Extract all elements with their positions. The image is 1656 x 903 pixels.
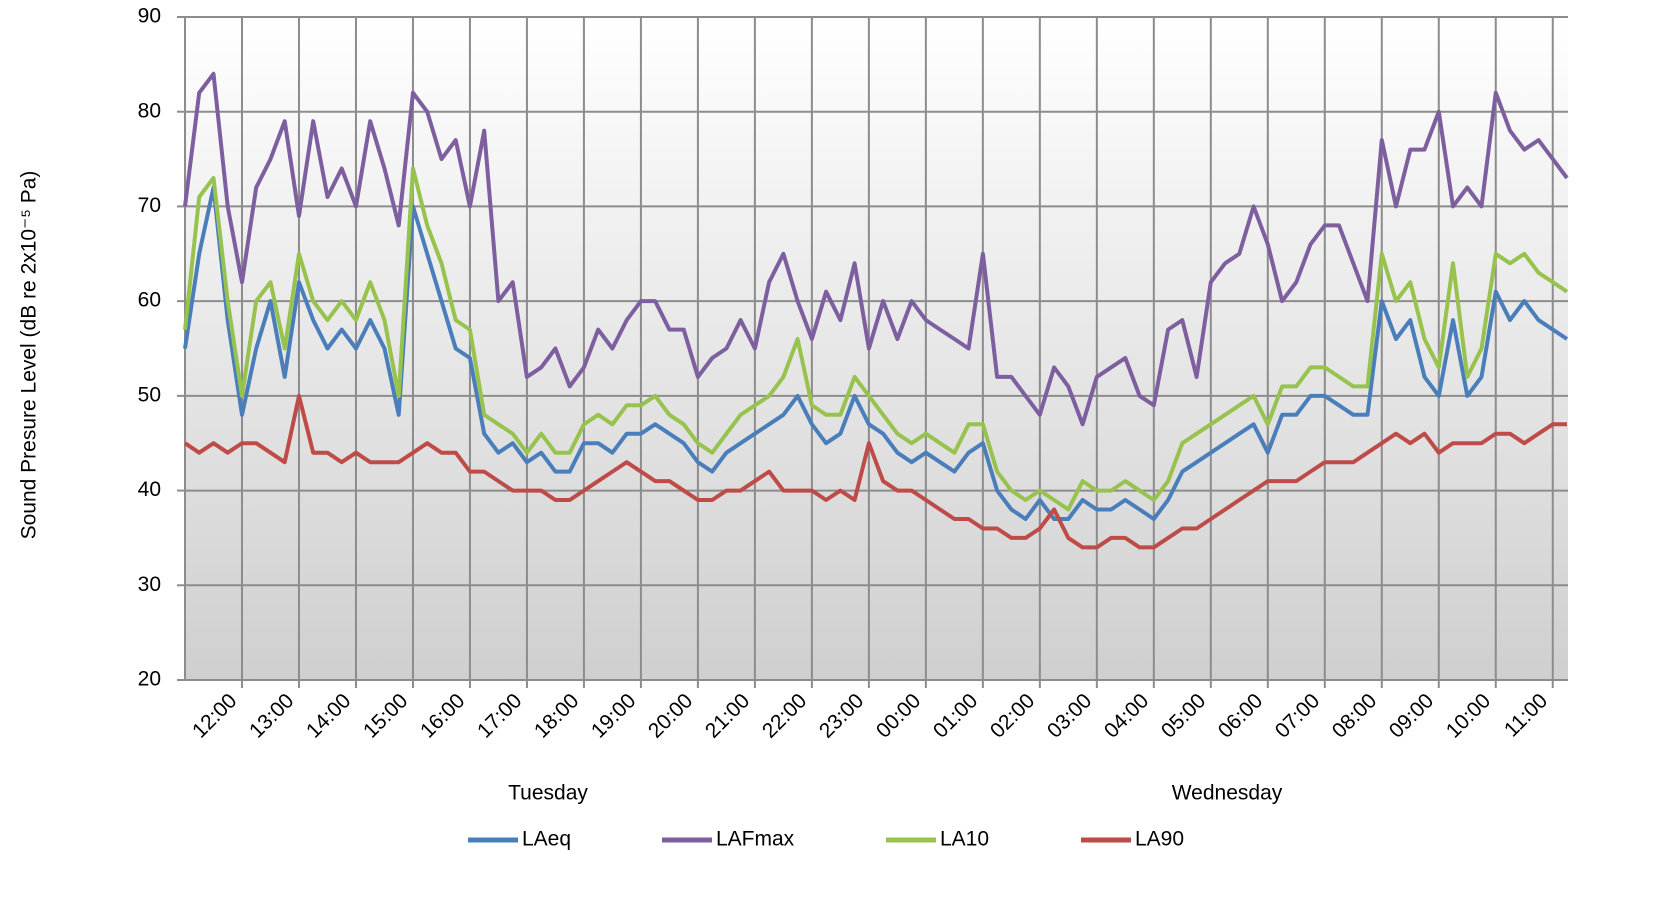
x-tick-label: 13:00 bbox=[245, 689, 298, 742]
x-tick-label: 05:00 bbox=[1157, 689, 1210, 742]
x-tick-label: 15:00 bbox=[359, 689, 412, 742]
x-tick-label: 17:00 bbox=[473, 689, 526, 742]
x-tick-label: 16:00 bbox=[416, 689, 469, 742]
x-tick-label: 04:00 bbox=[1100, 689, 1153, 742]
y-tick-label: 70 bbox=[138, 194, 161, 217]
y-axis-label: Sound Presure Level (dB re 2x10⁻⁵ Pa) bbox=[18, 171, 41, 540]
y-tick-label: 60 bbox=[138, 289, 161, 312]
legend-label: LAeq bbox=[522, 828, 571, 851]
x-tick-label: 03:00 bbox=[1043, 689, 1096, 742]
x-group-label: Tuesday bbox=[508, 782, 588, 805]
x-tick-label: 11:00 bbox=[1500, 689, 1552, 741]
x-tick-label: 08:00 bbox=[1328, 689, 1381, 742]
x-tick-label: 00:00 bbox=[872, 689, 925, 742]
series-line bbox=[183, 393, 1567, 550]
plot-area bbox=[185, 17, 1568, 680]
y-tick-label: 90 bbox=[138, 5, 161, 28]
legend-label: LAFmax bbox=[716, 828, 795, 851]
x-tick-label: 18:00 bbox=[530, 689, 583, 742]
x-tick-label: 20:00 bbox=[644, 689, 697, 742]
x-tick-label: 09:00 bbox=[1385, 689, 1438, 742]
y-tick-label: 30 bbox=[138, 573, 161, 596]
y-tick-label: 50 bbox=[138, 383, 161, 406]
y-tick-label: 40 bbox=[138, 478, 161, 501]
y-tick-label: 20 bbox=[138, 668, 161, 691]
x-tick-label: 06:00 bbox=[1214, 689, 1267, 742]
x-tick-label: 21:00 bbox=[701, 689, 754, 742]
x-tick-label: 01:00 bbox=[929, 689, 982, 742]
x-tick-label: 22:00 bbox=[758, 689, 811, 742]
y-tick-label: 80 bbox=[138, 99, 161, 122]
series-line bbox=[183, 166, 1569, 512]
legend-label: LA10 bbox=[940, 828, 989, 851]
x-tick-label: 12:00 bbox=[188, 689, 241, 742]
x-tick-label: 23:00 bbox=[815, 689, 868, 742]
x-tick-label: 14:00 bbox=[302, 689, 355, 742]
x-group-label: Wednesday bbox=[1172, 782, 1283, 805]
series-line bbox=[183, 71, 1569, 427]
legend-label: LA90 bbox=[1135, 828, 1184, 851]
series-line bbox=[183, 185, 1569, 521]
x-tick-label: 07:00 bbox=[1271, 689, 1324, 742]
x-tick-label: 02:00 bbox=[986, 689, 1039, 742]
x-tick-label: 10:00 bbox=[1442, 689, 1495, 742]
x-tick-label: 19:00 bbox=[587, 689, 640, 742]
